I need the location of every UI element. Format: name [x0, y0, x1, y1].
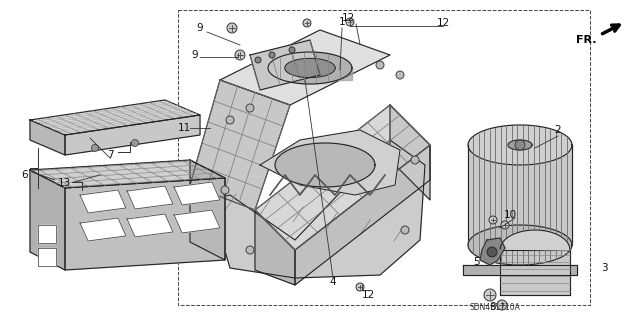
Text: 11: 11	[177, 123, 191, 133]
Text: 12: 12	[436, 18, 450, 28]
Circle shape	[246, 246, 254, 254]
Polygon shape	[268, 52, 352, 84]
Circle shape	[289, 47, 295, 53]
Circle shape	[484, 289, 496, 301]
Text: 9: 9	[196, 23, 204, 33]
Polygon shape	[468, 225, 572, 265]
Text: 6: 6	[22, 170, 28, 180]
Text: 3: 3	[601, 263, 607, 273]
Polygon shape	[480, 238, 505, 265]
Polygon shape	[220, 30, 390, 105]
Polygon shape	[210, 140, 425, 278]
Polygon shape	[80, 218, 126, 241]
Circle shape	[497, 300, 507, 310]
Polygon shape	[500, 230, 570, 250]
Circle shape	[255, 57, 261, 63]
Text: 8: 8	[490, 302, 496, 312]
Polygon shape	[127, 214, 173, 237]
Circle shape	[227, 23, 237, 33]
Circle shape	[269, 52, 275, 58]
Text: 12: 12	[341, 13, 355, 23]
Circle shape	[131, 139, 138, 146]
Polygon shape	[468, 145, 572, 245]
Polygon shape	[30, 120, 65, 155]
Circle shape	[356, 283, 364, 291]
Polygon shape	[250, 40, 320, 90]
Text: 7: 7	[107, 150, 113, 160]
Text: 10: 10	[504, 210, 516, 220]
Text: 1: 1	[339, 17, 346, 27]
Circle shape	[401, 226, 409, 234]
Circle shape	[515, 140, 525, 150]
Polygon shape	[500, 250, 570, 295]
Circle shape	[235, 50, 245, 60]
Circle shape	[226, 116, 234, 124]
Circle shape	[396, 71, 404, 79]
Polygon shape	[268, 68, 352, 80]
Text: 2: 2	[555, 125, 561, 135]
Polygon shape	[390, 105, 430, 200]
Polygon shape	[65, 178, 225, 270]
Polygon shape	[30, 170, 65, 270]
Polygon shape	[30, 160, 225, 188]
Text: 13: 13	[58, 178, 70, 188]
Circle shape	[221, 186, 229, 194]
Polygon shape	[38, 248, 56, 266]
Polygon shape	[255, 105, 430, 250]
Circle shape	[246, 104, 254, 112]
Polygon shape	[285, 58, 335, 78]
Polygon shape	[127, 186, 173, 209]
Polygon shape	[295, 145, 430, 285]
Circle shape	[489, 216, 497, 224]
Polygon shape	[190, 80, 290, 210]
Text: 9: 9	[192, 50, 198, 60]
Polygon shape	[38, 225, 56, 243]
Polygon shape	[174, 182, 220, 205]
Polygon shape	[80, 190, 126, 213]
Polygon shape	[275, 143, 375, 187]
Circle shape	[303, 19, 311, 27]
Polygon shape	[65, 115, 200, 155]
Polygon shape	[174, 210, 220, 233]
Polygon shape	[190, 160, 225, 260]
Polygon shape	[255, 210, 295, 285]
Polygon shape	[463, 265, 577, 275]
Polygon shape	[260, 130, 400, 195]
Circle shape	[501, 221, 509, 229]
Polygon shape	[468, 125, 572, 165]
Circle shape	[346, 18, 354, 26]
Circle shape	[92, 145, 99, 152]
Text: FR.: FR.	[576, 35, 596, 45]
Circle shape	[411, 156, 419, 164]
Circle shape	[376, 61, 384, 69]
Polygon shape	[508, 140, 532, 150]
Text: SDN4B1710A: SDN4B1710A	[470, 303, 521, 313]
Polygon shape	[30, 100, 200, 135]
Text: 12: 12	[362, 290, 374, 300]
Circle shape	[487, 247, 497, 257]
Text: 4: 4	[330, 277, 336, 287]
Text: 5: 5	[473, 257, 479, 267]
